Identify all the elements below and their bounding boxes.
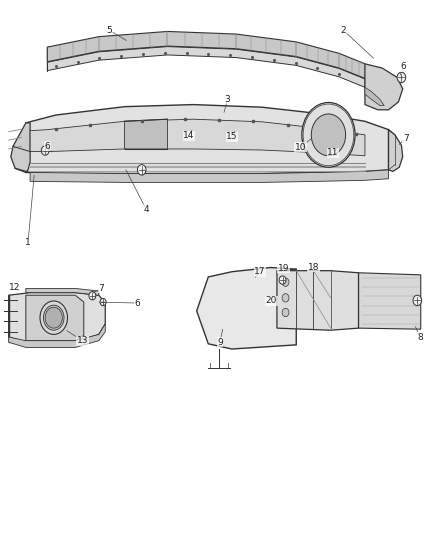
Text: 10: 10 xyxy=(295,143,306,152)
Text: 12: 12 xyxy=(10,283,21,292)
Circle shape xyxy=(89,292,96,300)
Polygon shape xyxy=(30,119,365,156)
Circle shape xyxy=(43,305,64,330)
Circle shape xyxy=(413,295,422,306)
Polygon shape xyxy=(30,170,389,182)
Text: 6: 6 xyxy=(134,298,140,308)
Circle shape xyxy=(311,114,346,156)
Text: 9: 9 xyxy=(217,338,223,347)
Circle shape xyxy=(100,298,106,306)
Circle shape xyxy=(282,294,289,302)
Polygon shape xyxy=(277,271,358,330)
Circle shape xyxy=(397,72,406,83)
Text: 20: 20 xyxy=(266,296,277,305)
Text: 17: 17 xyxy=(254,267,265,276)
Polygon shape xyxy=(11,123,30,173)
Circle shape xyxy=(41,146,49,155)
Circle shape xyxy=(282,308,289,317)
Polygon shape xyxy=(389,130,403,172)
Text: 1: 1 xyxy=(25,238,31,247)
Polygon shape xyxy=(26,104,389,174)
Circle shape xyxy=(279,276,286,284)
Text: 13: 13 xyxy=(77,336,88,345)
Text: 14: 14 xyxy=(183,132,194,140)
Circle shape xyxy=(302,102,355,167)
Polygon shape xyxy=(365,64,403,110)
Polygon shape xyxy=(358,273,421,329)
Polygon shape xyxy=(365,87,384,106)
Text: 2: 2 xyxy=(341,26,346,35)
Circle shape xyxy=(45,307,62,328)
Text: 6: 6 xyxy=(401,62,406,71)
Polygon shape xyxy=(47,31,365,78)
Text: 11: 11 xyxy=(327,148,339,157)
Text: 3: 3 xyxy=(225,95,230,104)
Text: 19: 19 xyxy=(278,263,289,272)
Polygon shape xyxy=(9,324,105,348)
Polygon shape xyxy=(124,119,167,149)
Polygon shape xyxy=(26,295,84,341)
Polygon shape xyxy=(47,46,365,87)
Text: 8: 8 xyxy=(417,333,423,342)
Circle shape xyxy=(138,165,146,175)
Text: 7: 7 xyxy=(98,284,104,293)
Circle shape xyxy=(40,301,67,334)
Polygon shape xyxy=(9,293,105,342)
Text: 15: 15 xyxy=(226,133,238,141)
Polygon shape xyxy=(26,288,99,295)
Text: 18: 18 xyxy=(307,263,319,272)
Text: 5: 5 xyxy=(107,26,113,35)
Text: 6: 6 xyxy=(44,142,50,151)
Text: 7: 7 xyxy=(403,134,409,143)
Text: 4: 4 xyxy=(143,205,149,214)
Polygon shape xyxy=(197,268,296,349)
Circle shape xyxy=(282,278,289,286)
